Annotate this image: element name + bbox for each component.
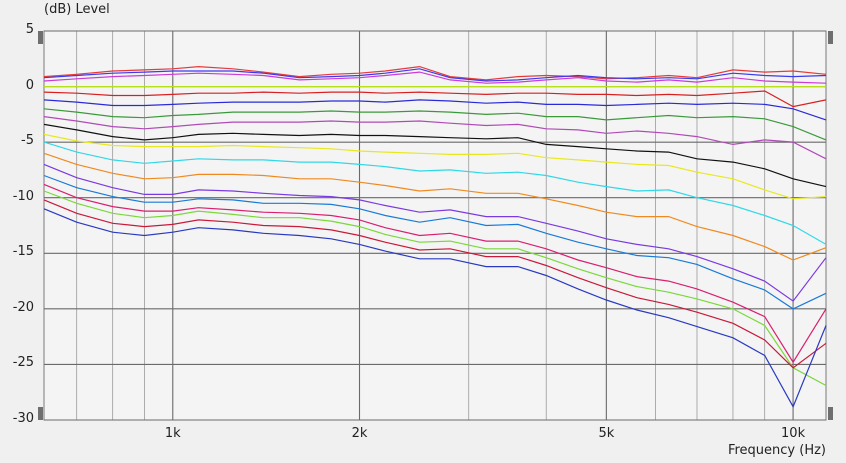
- x-tick-label: 5k: [598, 426, 615, 441]
- series-line-1: [43, 65, 827, 81]
- series-line-17: [43, 199, 827, 369]
- series-line-18: [43, 208, 827, 409]
- series-line-6: [43, 99, 827, 121]
- x-tick-label: 2k: [351, 426, 368, 441]
- series-lines: [43, 65, 827, 409]
- x-tick-label: 10k: [781, 426, 806, 441]
- series-line-7: [43, 108, 827, 141]
- right-bottom-handle[interactable]: [828, 407, 833, 420]
- left-top-handle[interactable]: [38, 31, 43, 44]
- x-tick-label: 1k: [164, 426, 181, 441]
- y-tick-label: -20: [12, 299, 34, 315]
- y-tick-label: 5: [25, 22, 34, 37]
- series-line-3: [43, 71, 827, 84]
- series-line-10: [43, 133, 827, 200]
- right-top-handle[interactable]: [828, 31, 833, 44]
- series-line-2: [43, 68, 827, 82]
- y-tick-label: -25: [12, 355, 34, 371]
- series-line-11: [43, 141, 827, 245]
- left-bottom-handle[interactable]: [38, 407, 43, 420]
- series-line-9: [43, 123, 827, 188]
- y-axis-label: (dB) Level: [44, 2, 110, 17]
- series-line-12: [43, 152, 827, 261]
- series-line-13: [43, 163, 827, 302]
- y-tick-label: -5: [21, 133, 34, 149]
- y-tick-label: -10: [12, 188, 34, 204]
- x-axis-label: Frequency (Hz): [727, 443, 826, 458]
- y-tick-label: 0: [25, 77, 34, 93]
- series-line-16: [43, 190, 827, 387]
- series-line-15: [43, 183, 827, 364]
- y-tick-label: -15: [12, 244, 34, 260]
- series-line-5: [43, 90, 827, 108]
- series-line-14: [43, 174, 827, 310]
- y-tick-label: -30: [12, 411, 34, 426]
- grid-lines: [44, 30, 826, 421]
- series-line-8: [43, 116, 827, 160]
